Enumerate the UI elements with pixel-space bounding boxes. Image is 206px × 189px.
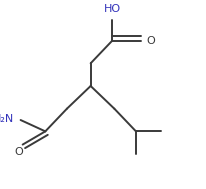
Text: HO: HO bbox=[104, 4, 121, 14]
Text: O: O bbox=[14, 147, 23, 157]
Text: O: O bbox=[146, 36, 155, 46]
Text: H₂N: H₂N bbox=[0, 114, 14, 124]
